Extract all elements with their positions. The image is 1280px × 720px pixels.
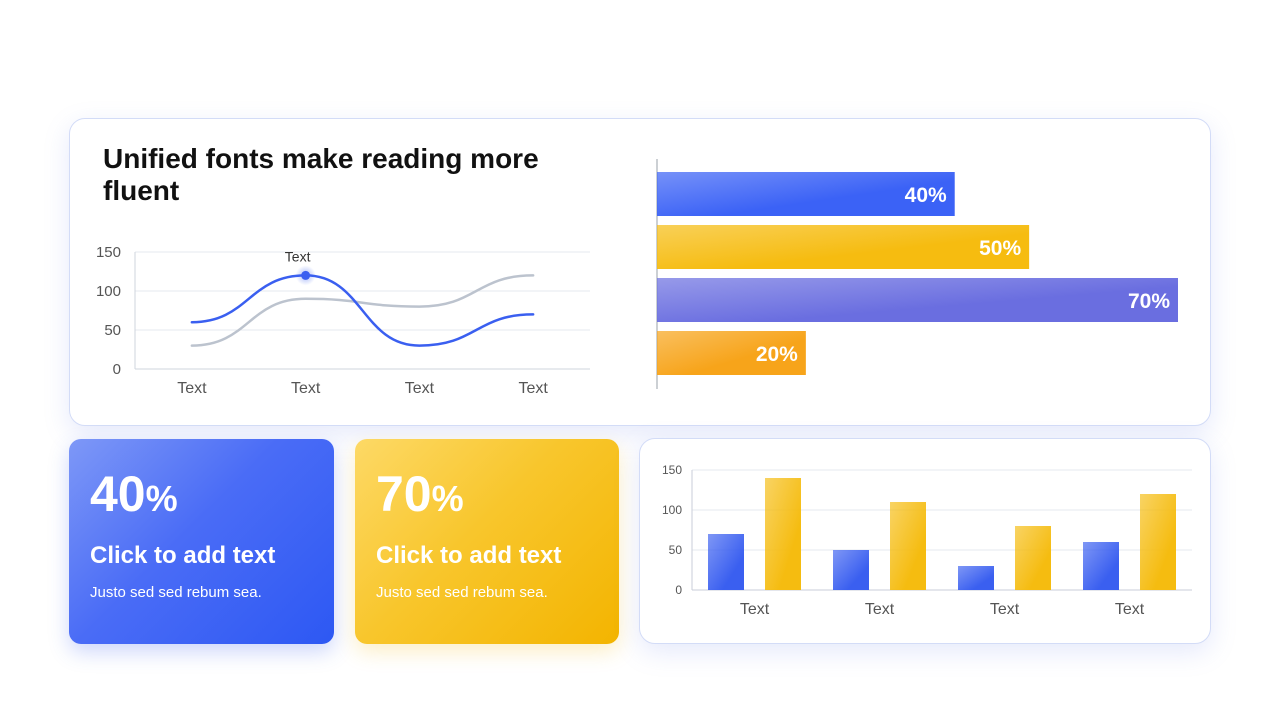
- bar: [657, 331, 806, 375]
- stat-title[interactable]: Click to add text: [90, 542, 276, 569]
- bottom-chart-panel: 0 50 100 150 Text Text Text Text: [639, 438, 1211, 644]
- bar: [657, 172, 955, 216]
- bar-value-label: 70%: [1128, 290, 1170, 313]
- y-tick-label: 50: [669, 543, 683, 557]
- stat-card-yellow: 70% Click to add text Justo sed sed rebu…: [355, 439, 619, 644]
- bar: [657, 225, 1030, 269]
- column-bar: [708, 534, 744, 590]
- x-tick-label: Text: [518, 380, 548, 397]
- x-tick-label: Text: [740, 601, 770, 618]
- y-tick-label: 150: [96, 244, 121, 261]
- horizontal-bar-chart: 40% 50% 70% 20%: [656, 159, 1178, 389]
- series-line: [190, 274, 535, 347]
- series-line: [190, 274, 535, 347]
- x-tick-label: Text: [291, 380, 321, 397]
- stat-card-blue: 40% Click to add text Justo sed sed rebu…: [69, 439, 334, 644]
- stat-value: 40%: [90, 466, 178, 522]
- x-tick-label: Text: [177, 380, 207, 397]
- slide-title: Unified fonts make reading more fluent: [103, 143, 539, 206]
- y-tick-label: 0: [113, 361, 121, 378]
- bar-value-label: 50%: [979, 237, 1021, 260]
- column-bar: [833, 550, 869, 590]
- stat-subtitle: Justo sed sed rebum sea.: [90, 584, 262, 601]
- column-bar: [958, 566, 994, 590]
- column-bar: [1083, 542, 1119, 590]
- x-tick-label: Text: [1115, 601, 1145, 618]
- y-tick-label: 100: [96, 283, 121, 300]
- column-bar: [890, 502, 926, 590]
- column-bar: [1015, 526, 1051, 590]
- y-tick-label: 50: [104, 322, 121, 339]
- y-tick-label: 100: [662, 503, 682, 517]
- x-tick-label: Text: [990, 601, 1020, 618]
- top-chart-panel: Unified fonts make reading more fluent 0…: [69, 118, 1211, 426]
- x-tick-label: Text: [405, 380, 435, 397]
- x-tick-label: Text: [865, 601, 895, 618]
- bar: [657, 278, 1178, 322]
- point-annotation: Text: [285, 248, 311, 264]
- highlight-point: [301, 270, 311, 280]
- stat-title[interactable]: Click to add text: [376, 542, 562, 569]
- stat-value: 70%: [376, 466, 464, 522]
- bar-value-label: 40%: [905, 184, 947, 207]
- y-tick-label: 0: [675, 583, 682, 597]
- line-chart: 0 50 100 150 Text Text Text Text Text: [96, 244, 590, 397]
- bar-value-label: 20%: [756, 343, 798, 366]
- y-tick-label: 150: [662, 463, 682, 477]
- column-bar: [1140, 494, 1176, 590]
- column-chart: 0 50 100 150 Text Text Text Text: [662, 463, 1192, 618]
- column-bar: [765, 478, 801, 590]
- stat-subtitle: Justo sed sed rebum sea.: [376, 584, 548, 601]
